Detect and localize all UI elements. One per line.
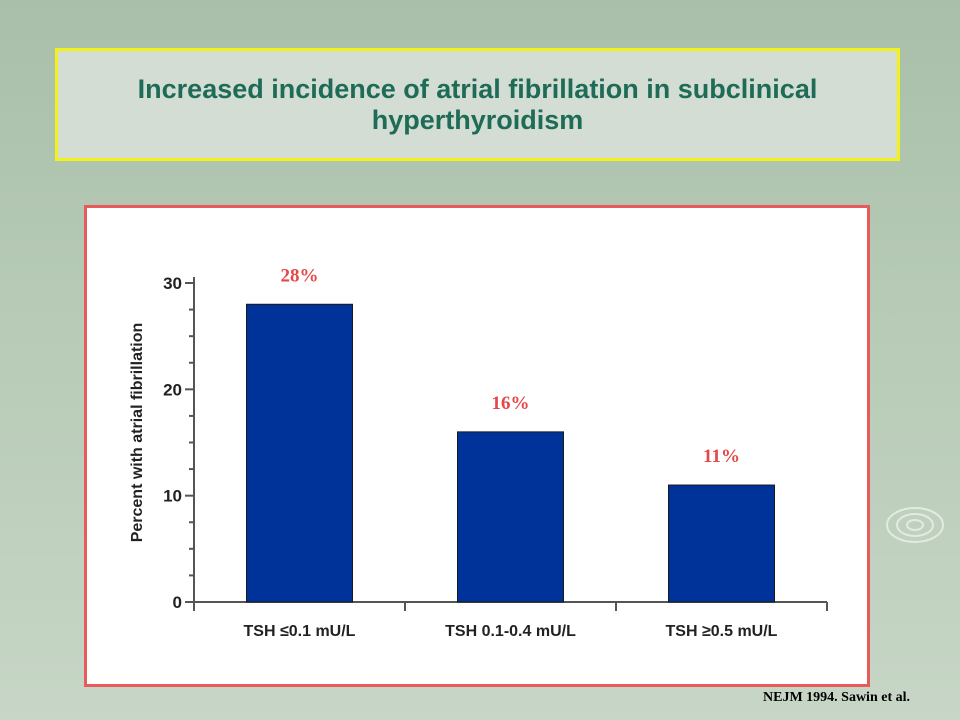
chart-frame: 0 10 20 30 Percent with atrial fibrillation 2… (84, 205, 870, 687)
bar (668, 484, 775, 603)
y-tick-label: 10 (163, 487, 182, 506)
x-category-label: TSH ≥0.5 mU/L (666, 623, 778, 640)
y-tick-label: 20 (163, 380, 182, 399)
y-tick-label: 30 (163, 274, 182, 293)
y-axis-label: Percent with atrial fibrillation (129, 323, 146, 543)
bar-chart: 0 10 20 30 Percent with atrial fibrillation 2… (129, 265, 828, 640)
data-label: 16% (492, 393, 530, 414)
bar (246, 303, 353, 603)
title-box: Increased incidence of atrial fibrillati… (55, 48, 900, 161)
bar (457, 431, 564, 603)
data-label: 28% (281, 265, 319, 286)
ripple-decoration (886, 507, 944, 543)
slide-title: Increased incidence of atrial fibrillati… (137, 73, 818, 135)
x-category-label: TSH ≤0.1 mU/L (244, 623, 356, 640)
y-tick-label: 0 (173, 593, 182, 612)
x-category-label: TSH 0.1-0.4 mU/L (445, 623, 576, 640)
data-label: 11% (703, 446, 740, 467)
citation: NEJM 1994. Sawin et al. (763, 690, 910, 705)
